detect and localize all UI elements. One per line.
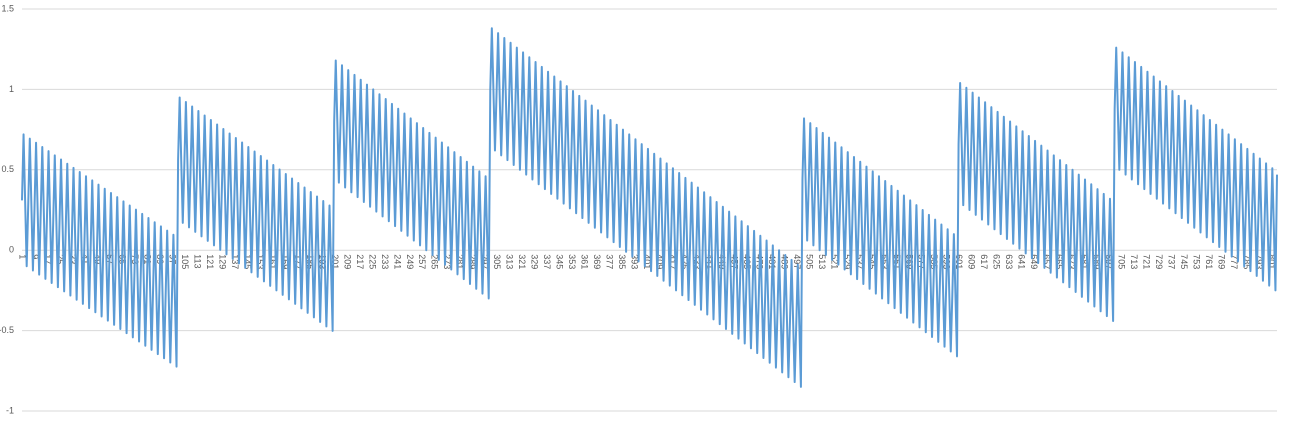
- x-tick-label: 713: [1129, 254, 1139, 269]
- x-tick-label: 353: [567, 254, 577, 269]
- x-tick-label: 513: [817, 254, 827, 269]
- x-tick-label: 385: [617, 254, 627, 269]
- y-tick-label: -1: [6, 405, 14, 415]
- x-tick-label: 145: [242, 254, 252, 269]
- x-tick-label: 753: [1191, 254, 1201, 269]
- x-tick-label: 617: [979, 254, 989, 269]
- x-tick-label: 601: [954, 254, 964, 269]
- x-tick-label: 25: [55, 254, 65, 264]
- x-tick-label: 537: [854, 254, 864, 269]
- x-tick-label: 761: [1204, 254, 1214, 269]
- x-tick-label: 705: [1117, 254, 1127, 269]
- x-tick-label: 769: [1216, 254, 1226, 269]
- x-tick-label: 321: [517, 254, 527, 269]
- x-tick-label: 41: [80, 254, 90, 264]
- x-tick-label: 345: [555, 254, 565, 269]
- y-tick-label: 0.5: [1, 164, 14, 174]
- x-tick-label: 737: [1166, 254, 1176, 269]
- x-tick-label: 337: [542, 254, 552, 269]
- x-tick-label: 553: [879, 254, 889, 269]
- x-tick-label: 177: [292, 254, 302, 269]
- x-tick-label: 121: [205, 254, 215, 269]
- x-tick-label: 729: [1154, 254, 1164, 269]
- x-tick-label: 409: [654, 254, 664, 269]
- x-tick-label: 673: [1067, 254, 1077, 269]
- data-line: [21, 27, 1278, 388]
- y-tick-label: 0: [9, 245, 14, 255]
- x-tick-label: 225: [367, 254, 377, 269]
- x-tick-label: 241: [392, 254, 402, 269]
- x-tick-label: 377: [605, 254, 615, 269]
- x-tick-label: 305: [492, 254, 502, 269]
- y-tick-label: 1: [9, 84, 14, 94]
- x-tick-label: 505: [804, 254, 814, 269]
- x-tick-label: 289: [467, 254, 477, 269]
- x-tick-label: 417: [667, 254, 677, 269]
- x-tick-label: 137: [230, 254, 240, 269]
- x-tick-label: 217: [355, 254, 365, 269]
- x-tick-label: 633: [1004, 254, 1014, 269]
- x-tick-label: 17: [43, 254, 53, 264]
- x-tick-label: 721: [1142, 254, 1152, 269]
- y-tick-label: -0.5: [0, 325, 14, 335]
- x-tick-label: 1: [18, 254, 28, 259]
- x-tick-label: 777: [1229, 254, 1239, 269]
- x-tick-label: 793: [1254, 254, 1264, 269]
- x-tick-label: 265: [430, 254, 440, 269]
- x-tick-label: 649: [1029, 254, 1039, 269]
- x-tick-label: 545: [867, 254, 877, 269]
- x-tick-label: 313: [505, 254, 515, 269]
- x-tick-label: 801: [1266, 254, 1276, 269]
- x-tick-label: 425: [679, 254, 689, 269]
- x-tick-label: 529: [842, 254, 852, 269]
- x-tick-label: 497: [792, 254, 802, 269]
- x-tick-label: 201: [330, 254, 340, 269]
- x-tick-label: 625: [992, 254, 1002, 269]
- y-tick-label: 1.5: [1, 3, 14, 13]
- x-tick-label: 209: [342, 254, 352, 269]
- x-tick-label: 369: [592, 254, 602, 269]
- x-tick-label: 297: [480, 254, 490, 269]
- x-tick-label: 233: [380, 254, 390, 269]
- x-tick-label: 609: [967, 254, 977, 269]
- x-tick-label: 657: [1042, 254, 1052, 269]
- x-tick-label: 105: [180, 254, 190, 269]
- x-tick-label: 33: [68, 254, 78, 264]
- x-tick-label: 153: [255, 254, 265, 269]
- x-tick-label: 113: [192, 254, 202, 268]
- x-tick-label: 521: [829, 254, 839, 269]
- x-tick-label: 129: [217, 254, 227, 269]
- x-tick-label: 281: [455, 254, 465, 269]
- x-tick-label: 681: [1079, 254, 1089, 269]
- x-tick-label: 785: [1241, 254, 1251, 269]
- x-tick-label: 641: [1017, 254, 1027, 269]
- x-tick-label: 249: [405, 254, 415, 269]
- x-tick-label: 361: [580, 254, 590, 269]
- x-tick-label: 665: [1054, 254, 1064, 269]
- x-tick-label: 393: [630, 254, 640, 269]
- plot: [21, 27, 1278, 388]
- x-tick-label: 9: [30, 254, 40, 259]
- x-tick-label: 745: [1179, 254, 1189, 269]
- x-tick-label: 257: [417, 254, 427, 269]
- x-tick-label: 329: [530, 254, 540, 269]
- x-tick-label: 169: [280, 254, 290, 269]
- x-tick-label: 161: [267, 254, 277, 269]
- x-tick-label: 401: [642, 254, 652, 269]
- x-tick-label: 273: [442, 254, 452, 269]
